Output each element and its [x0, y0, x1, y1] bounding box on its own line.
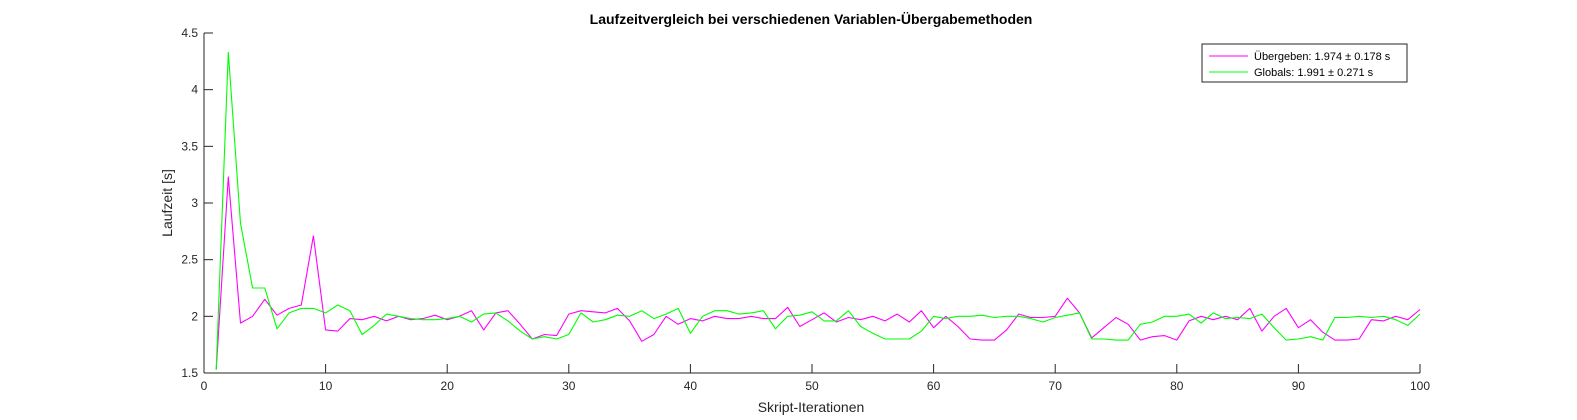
y-tick-label: 2.5 — [181, 253, 198, 267]
series-line-uebergeben — [215, 176, 1421, 370]
chart-legend: Übergeben: 1.974 ± 0.178 s Globals: 1.99… — [1201, 43, 1408, 83]
x-tick-label: 40 — [684, 379, 698, 393]
x-axis-label: Skript-Iterationen — [758, 399, 865, 415]
x-tick-label: 10 — [319, 379, 333, 393]
legend-label-globals: Globals: 1.991 ± 0.271 s — [1254, 67, 1374, 79]
data-series — [215, 51, 1421, 370]
x-tick-label: 50 — [805, 379, 819, 393]
plot-axes — [203, 33, 1420, 374]
series-line-globals — [215, 51, 1421, 370]
legend-box — [1201, 43, 1408, 83]
x-tick-label: 30 — [562, 379, 576, 393]
axis-ticks: 0 10 20 30 40 50 60 70 80 90 100 1.5 2 2.5 3 3.5 4 4.5 — [181, 26, 1430, 393]
x-tick-label: 70 — [1049, 379, 1063, 393]
y-tick-label: 3.5 — [181, 139, 198, 153]
x-tick-label: 100 — [1410, 379, 1430, 393]
y-tick-label: 4.5 — [181, 26, 198, 40]
chart-title: Laufzeitvergleich bei verschiedenen Vari… — [590, 11, 1033, 27]
y-tick-label: 2 — [191, 309, 198, 323]
y-tick-label: 3 — [191, 196, 198, 210]
x-tick-label: 80 — [1170, 379, 1184, 393]
x-tick-label: 60 — [927, 379, 941, 393]
y-tick-label: 4 — [191, 83, 198, 97]
legend-label-uebergeben: Übergeben: 1.974 ± 0.178 s — [1254, 51, 1391, 63]
x-tick-label: 0 — [201, 379, 208, 393]
y-axis-label: Laufzeit [s] — [159, 169, 175, 237]
y-tick-label: 1.5 — [181, 366, 198, 380]
x-tick-label: 20 — [441, 379, 455, 393]
x-tick-label: 90 — [1292, 379, 1306, 393]
